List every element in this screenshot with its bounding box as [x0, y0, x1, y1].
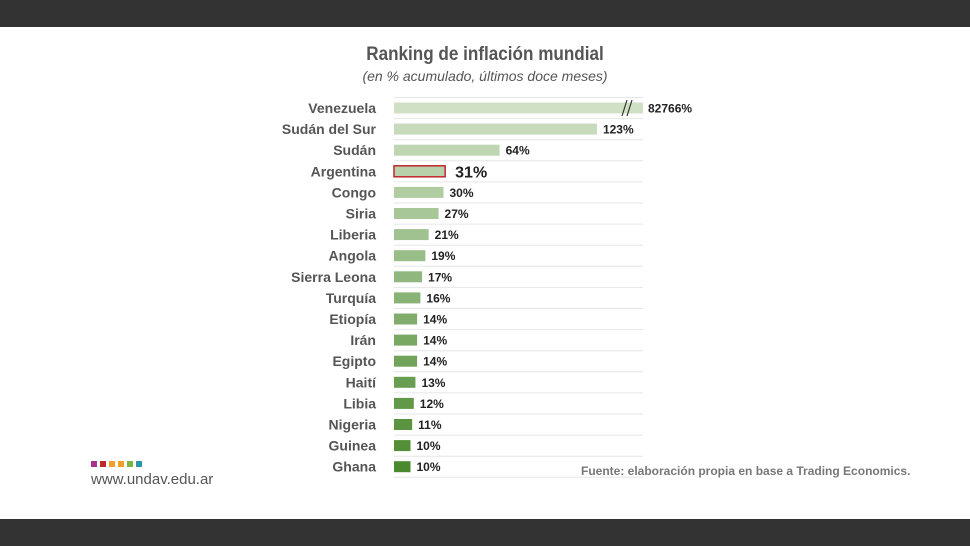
- logo-square: [109, 461, 115, 467]
- category-label: Sudán: [333, 142, 376, 158]
- bar-Irán: [394, 334, 418, 346]
- data-label: 21%: [435, 228, 459, 242]
- category-label: Argentina: [311, 163, 377, 179]
- bar-Congo: [394, 186, 444, 198]
- bar-Etiopía: [394, 313, 418, 325]
- data-label: 10%: [417, 460, 441, 474]
- category-label: Egipto: [332, 353, 376, 369]
- category-label: Haití: [346, 374, 377, 390]
- chart-subtitle: (en % acumulado, últimos doce meses): [362, 68, 608, 84]
- chart-title: Ranking de inflación mundial: [366, 44, 604, 65]
- logo-square: [91, 461, 97, 467]
- logo-square: [136, 461, 142, 467]
- bar-Angola: [394, 250, 426, 262]
- data-label: 17%: [428, 270, 452, 284]
- logo-square: [127, 461, 133, 467]
- data-label: 14%: [423, 355, 447, 369]
- category-label: Guinea: [329, 438, 377, 454]
- category-label: Sudán del Sur: [282, 121, 377, 137]
- bar-Libia: [394, 397, 414, 409]
- category-label: Irán: [350, 332, 376, 348]
- data-label: 27%: [445, 207, 469, 221]
- category-label: Etiopía: [329, 311, 376, 327]
- category-label: Libia: [343, 395, 376, 411]
- data-label: 14%: [423, 313, 447, 327]
- logo-square: [100, 461, 106, 467]
- data-label: 14%: [423, 334, 447, 348]
- bar-Turquía: [394, 292, 421, 304]
- category-label: Congo: [332, 184, 376, 200]
- category-label: Venezuela: [308, 100, 376, 116]
- data-label: 123%: [603, 123, 634, 137]
- bar-Nigeria: [394, 419, 413, 430]
- bar-Sudán: [394, 144, 500, 156]
- bar-Venezuela: [394, 102, 643, 114]
- source-note: Fuente: elaboración propia en base a Tra…: [581, 464, 911, 478]
- undav-logo: [91, 461, 142, 467]
- axis-break-icon: [621, 99, 633, 117]
- bar-Guinea: [394, 440, 411, 452]
- site-url: www.undav.edu.ar: [91, 471, 214, 488]
- category-label: Angola: [329, 248, 377, 264]
- category-label: Ghana: [332, 459, 376, 475]
- category-label: Liberia: [330, 227, 376, 243]
- data-label: 16%: [426, 291, 450, 305]
- bar-Siria: [394, 208, 439, 219]
- bar-Haití: [394, 376, 416, 388]
- bar-Argentina: [393, 165, 446, 178]
- bar-Egipto: [394, 355, 418, 367]
- data-label: 19%: [431, 249, 455, 263]
- data-label: 30%: [450, 186, 474, 200]
- category-label: Sierra Leona: [291, 269, 376, 285]
- data-label: 12%: [420, 397, 444, 411]
- bottom-band: [0, 519, 970, 546]
- bar-Liberia: [394, 229, 429, 241]
- top-band: [0, 0, 970, 27]
- bar-Sierra Leona: [394, 271, 423, 283]
- data-label: 11%: [418, 418, 442, 432]
- data-label: 64%: [506, 144, 530, 158]
- data-label: 31%: [455, 164, 487, 181]
- bar-Sudán del Sur: [394, 123, 597, 135]
- data-label: 13%: [421, 376, 445, 390]
- category-label: Turquía: [326, 290, 377, 306]
- logo-square: [118, 461, 124, 467]
- data-label: 82766%: [648, 102, 692, 116]
- category-label: Siria: [346, 206, 377, 222]
- data-label: 10%: [417, 439, 441, 453]
- category-label: Nigeria: [329, 417, 377, 433]
- bar-Ghana: [394, 461, 411, 473]
